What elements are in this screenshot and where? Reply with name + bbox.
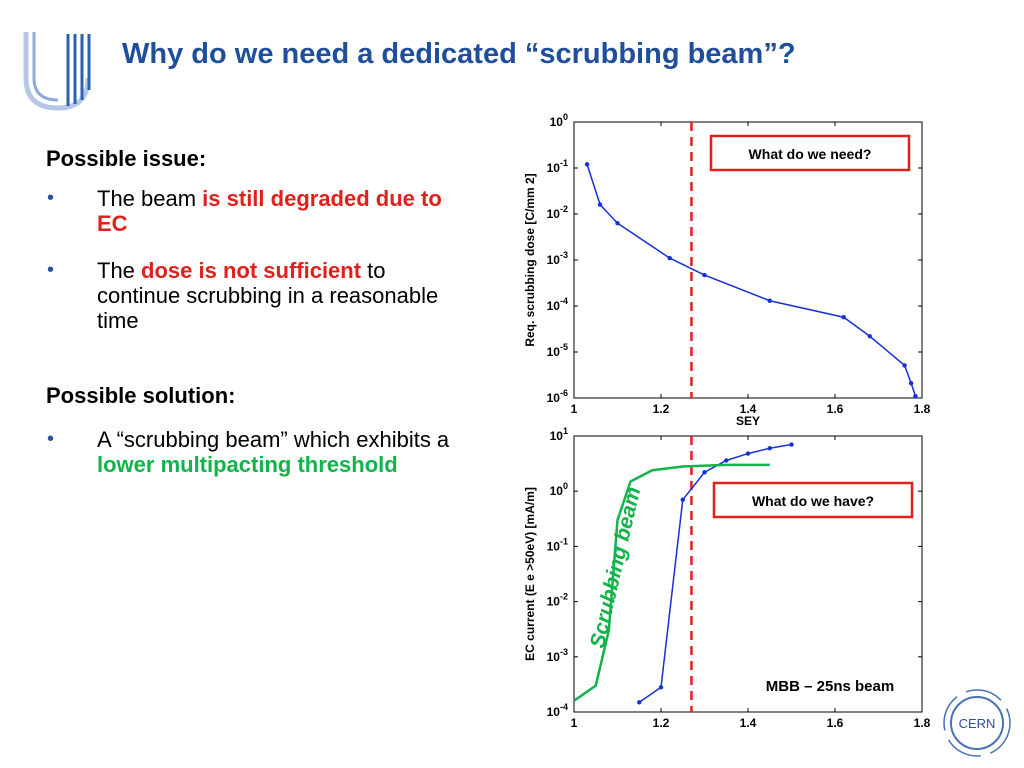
y-tick-label: 10-5 [547, 342, 568, 359]
x-tick-label: 1.2 [653, 716, 670, 730]
data-point [908, 380, 914, 386]
possible-issue-heading: Possible issue: [46, 146, 207, 171]
data-point [902, 363, 907, 368]
bullet-marker: • [47, 187, 55, 209]
data-point [658, 685, 664, 690]
issue-bullet-1: • The beam is still degraded due to EC [47, 186, 442, 236]
cern-logo: CERN [943, 689, 1011, 757]
y-tick-label: 10-2 [547, 204, 568, 221]
x-tick-label: 1.6 [827, 716, 844, 730]
data-point [597, 202, 603, 207]
y-tick-label: 100 [550, 481, 568, 498]
y-tick-label: 10-3 [547, 250, 568, 267]
y-tick-label: 10-4 [547, 702, 568, 719]
x-axis-label: SEY [736, 414, 760, 428]
y-tick-label: 100 [550, 112, 568, 129]
ec-current-chart: 1 1.2 1.4 1.6 1.8 101 100 10-1 10-2 10-3 10-4 EC cu… [523, 426, 931, 730]
y-tick-label: 10-6 [547, 388, 568, 405]
y-tick-label: 10-4 [547, 296, 568, 313]
data-point [841, 315, 846, 320]
x-tick-label: 1.6 [827, 402, 844, 416]
slide-title: Why do we need a dedicated “scrubbing be… [122, 38, 796, 70]
data-point [724, 458, 729, 463]
data-point [867, 334, 872, 339]
data-point [767, 446, 772, 451]
y-tick-label: 10-2 [547, 592, 568, 609]
annotation-have: What do we have? [752, 493, 874, 509]
data-point [702, 470, 707, 475]
annotation-need: What do we need? [749, 146, 872, 162]
annotation-box-have [712, 481, 914, 519]
x-tick-label: 1.8 [914, 716, 931, 730]
x-tick-label: 1.4 [740, 716, 757, 730]
scrubbing-beam-label: Scrubbing beam [586, 485, 645, 650]
x-tick-label: 1 [571, 402, 578, 416]
data-point [637, 700, 642, 705]
y-axis-label: EC current (E e >50eV) [mA/m] [523, 487, 537, 661]
y-tick-label: 10-1 [547, 158, 568, 175]
data-point [615, 221, 620, 226]
issue-bullet-2: • The dose is not sufficient to continue… [47, 258, 439, 333]
data-point [789, 442, 794, 447]
x-tick-label: 1.2 [653, 402, 670, 416]
y-tick-label: 101 [550, 426, 568, 443]
series-line [573, 463, 770, 702]
university-logo [23, 32, 91, 111]
scrubbing-dose-chart: 1 1.2 1.4 1.6 1.8 100 10-1 10-2 10-3 10-4 10-5 10-6… [523, 112, 931, 428]
x-tick-label: 1.4 [740, 402, 757, 416]
cern-logo-text: CERN [959, 716, 996, 731]
data-point [745, 451, 751, 456]
data-point [767, 298, 772, 303]
data-point [680, 497, 685, 502]
data-point [667, 255, 672, 261]
series-line [586, 164, 917, 397]
data-point [584, 162, 590, 167]
data-point [702, 272, 707, 278]
y-axis-label: Req. scrubbing dose [C/mm 2] [523, 173, 537, 346]
x-tick-label: 1 [571, 716, 578, 730]
annotation-box-need [709, 134, 911, 172]
data-point [913, 393, 918, 399]
plot-frame [573, 435, 923, 713]
possible-solution-heading: Possible solution: [46, 383, 236, 408]
y-tick-label: 10-1 [547, 536, 568, 553]
beam-footnote: MBB – 25ns beam [766, 678, 894, 695]
solution-bullet-1: • A “scrubbing beam” which exhibits a lo… [47, 427, 450, 477]
y-tick-label: 10-3 [547, 647, 568, 664]
x-tick-label: 1.8 [914, 402, 931, 416]
bullet-marker: • [47, 428, 55, 450]
bullet-marker: • [47, 259, 55, 281]
